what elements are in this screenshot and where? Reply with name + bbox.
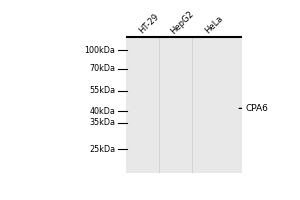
Text: 35kDa: 35kDa	[89, 118, 116, 127]
Text: HepG2: HepG2	[168, 9, 195, 36]
Text: 55kDa: 55kDa	[89, 86, 116, 95]
Text: HT-29: HT-29	[137, 12, 161, 36]
Text: HeLa: HeLa	[203, 14, 225, 36]
Text: 70kDa: 70kDa	[89, 64, 116, 73]
Text: 40kDa: 40kDa	[89, 107, 116, 116]
Text: CPA6: CPA6	[246, 104, 268, 113]
Bar	[126, 36, 242, 173]
Text: 25kDa: 25kDa	[89, 145, 116, 154]
Text: 100kDa: 100kDa	[85, 46, 116, 55]
